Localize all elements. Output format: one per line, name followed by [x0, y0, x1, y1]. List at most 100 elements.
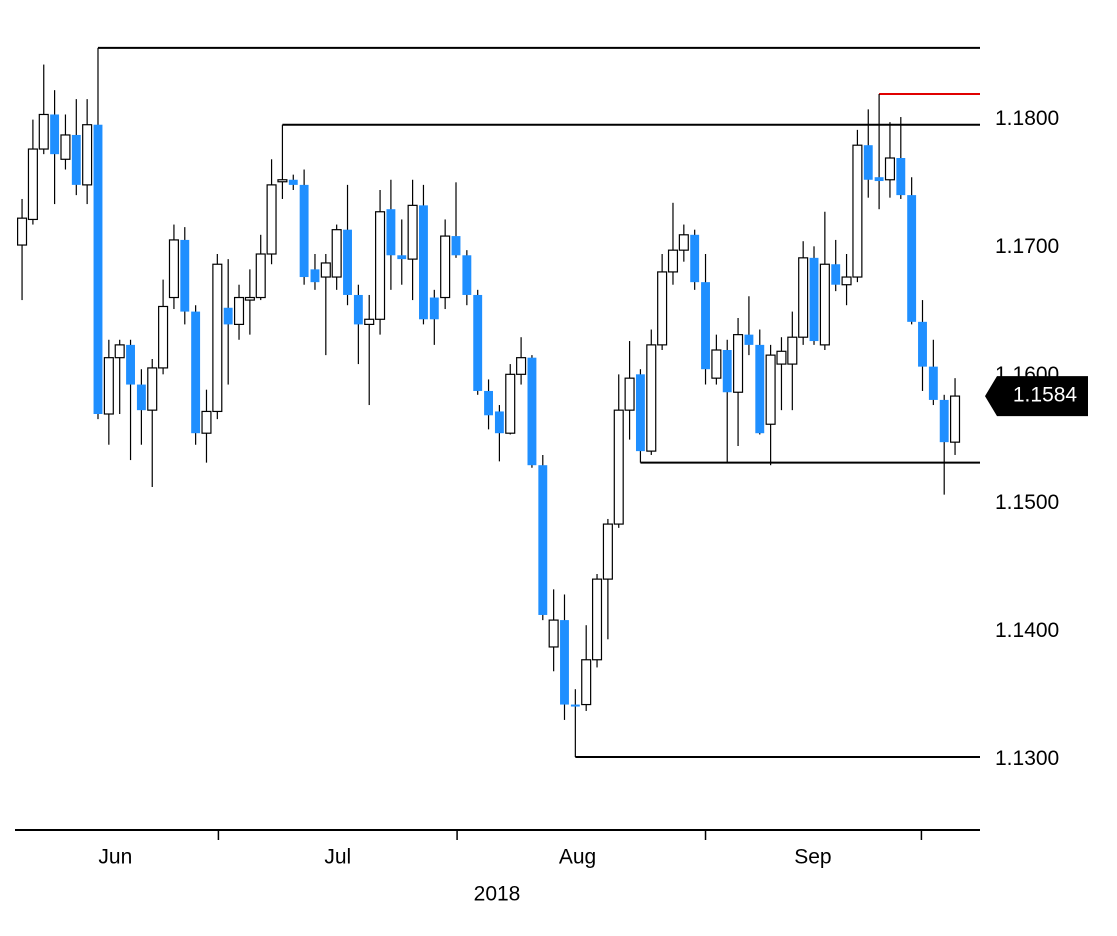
candle-body [548, 619, 559, 648]
candle-body [429, 297, 439, 320]
candle-body [613, 409, 624, 525]
candle-body [841, 276, 852, 286]
candle-body [690, 234, 700, 283]
x-tick-label: Sep [794, 846, 831, 869]
candle-body [60, 134, 71, 160]
candle-body [93, 124, 103, 414]
candle-body [38, 113, 49, 150]
x-tick-label: Jul [324, 846, 351, 869]
candle-body [244, 296, 255, 301]
y-tick-label: 1.1400 [995, 619, 1059, 642]
y-tick-label: 1.1800 [995, 107, 1059, 130]
y-tick-label: 1.1300 [995, 747, 1059, 770]
candle-body [667, 249, 679, 273]
candle-body [949, 395, 961, 443]
candle-body [419, 205, 428, 320]
candle-body [212, 263, 223, 413]
candle-body [386, 209, 396, 256]
candle-body [602, 523, 613, 580]
candle-body [50, 114, 60, 155]
candle-body [570, 704, 580, 707]
candle-body [473, 294, 483, 391]
candle-body [71, 134, 81, 185]
candle-body [147, 367, 158, 411]
candle-body [82, 124, 93, 186]
candle-body [440, 235, 451, 299]
candle-body [114, 344, 125, 359]
x-axis-label: 2018 [474, 883, 521, 906]
candle-body [907, 195, 917, 322]
candle-body [733, 334, 744, 393]
candle-body [678, 234, 689, 251]
candle-body [809, 257, 819, 342]
candle-body [126, 344, 135, 385]
candle-body [462, 255, 472, 295]
candle-body [776, 350, 787, 365]
candle-body [364, 318, 375, 325]
candle-body [744, 334, 754, 345]
candle-body [320, 262, 331, 278]
candle-body [635, 374, 645, 452]
candle-body [722, 350, 732, 393]
candle-body [277, 179, 288, 183]
candle-body [343, 229, 352, 295]
candle-body [407, 204, 418, 260]
candle-body [819, 263, 830, 346]
candle-body [158, 305, 169, 369]
candle-body [939, 399, 949, 443]
candle-body [657, 271, 668, 346]
candle-body [451, 236, 461, 256]
candle-body [494, 411, 504, 434]
candle-body [624, 377, 635, 411]
candle-body [255, 253, 266, 299]
candle-body [266, 184, 277, 255]
candle-body [180, 239, 190, 312]
candle-body [527, 357, 537, 466]
x-tick-label: Aug [559, 846, 596, 869]
candle-body [353, 294, 363, 325]
y-tick-label: 1.1500 [995, 491, 1059, 514]
candle-body [375, 211, 386, 320]
candle-body [505, 373, 516, 434]
x-tick-label: Jun [98, 846, 132, 869]
candle-body [288, 179, 298, 185]
candle-body [852, 144, 863, 278]
candle-body [646, 344, 657, 452]
candle-body [223, 307, 233, 325]
y-tick-label: 1.1700 [995, 235, 1059, 258]
candle-body [538, 465, 548, 615]
candle-body [831, 264, 841, 285]
candle-body [918, 321, 927, 367]
candle-body [331, 229, 342, 278]
candle-body [201, 410, 212, 434]
candle-body [136, 384, 146, 411]
candle-body [711, 349, 722, 379]
candle-body [103, 357, 114, 415]
candle-body [896, 158, 906, 196]
price-tag-label: 1.1584 [1013, 384, 1078, 407]
candle-body [884, 157, 896, 181]
candle-body [581, 659, 592, 706]
price-tag [985, 376, 1088, 417]
candle-body [755, 344, 765, 434]
candle-body [863, 145, 873, 180]
candle-body [191, 311, 201, 434]
candle-body [765, 354, 776, 425]
candle-body [787, 336, 798, 365]
candle-body [17, 217, 28, 246]
candle-body [928, 366, 938, 400]
candle-body [516, 357, 527, 375]
candle-body [168, 239, 179, 299]
candle-body [484, 390, 493, 416]
candle-body [560, 620, 569, 705]
candle-body [701, 282, 710, 370]
candle-body [233, 296, 245, 325]
candle-body [397, 255, 407, 260]
candle-body [798, 257, 809, 338]
candle-body [27, 148, 38, 221]
candle-body [591, 578, 603, 661]
candle-body [299, 184, 309, 278]
candle-body [310, 269, 320, 283]
candle-body [874, 177, 884, 182]
